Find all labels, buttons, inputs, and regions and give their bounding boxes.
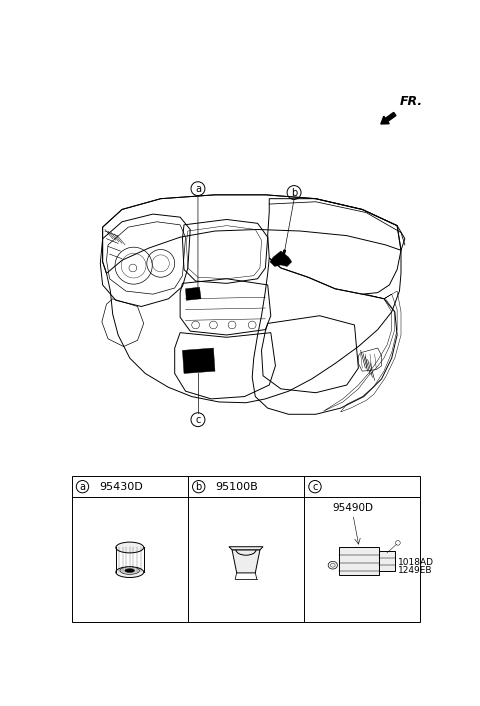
Polygon shape bbox=[229, 546, 263, 550]
Text: b: b bbox=[196, 482, 202, 492]
Text: c: c bbox=[195, 415, 201, 425]
Text: 95430D: 95430D bbox=[99, 481, 143, 491]
Ellipse shape bbox=[116, 567, 144, 578]
Text: b: b bbox=[291, 188, 297, 198]
Bar bbox=[339, 547, 379, 575]
FancyArrow shape bbox=[280, 250, 286, 262]
Text: 95490D: 95490D bbox=[333, 503, 373, 513]
Bar bbox=[379, 551, 395, 571]
Polygon shape bbox=[270, 251, 292, 266]
Text: 95100B: 95100B bbox=[215, 481, 258, 491]
Polygon shape bbox=[182, 348, 215, 373]
Polygon shape bbox=[232, 550, 260, 573]
Bar bbox=[72, 476, 420, 622]
Text: a: a bbox=[80, 482, 85, 492]
Text: 1018AD: 1018AD bbox=[398, 558, 434, 568]
Text: a: a bbox=[195, 184, 201, 194]
Polygon shape bbox=[186, 287, 201, 300]
Text: c: c bbox=[312, 482, 318, 492]
Text: FR.: FR. bbox=[399, 95, 422, 108]
FancyArrow shape bbox=[381, 112, 396, 124]
Text: 1249EB: 1249EB bbox=[398, 566, 432, 575]
Ellipse shape bbox=[328, 561, 337, 569]
Ellipse shape bbox=[125, 569, 134, 573]
Ellipse shape bbox=[116, 542, 144, 553]
Ellipse shape bbox=[120, 567, 140, 575]
